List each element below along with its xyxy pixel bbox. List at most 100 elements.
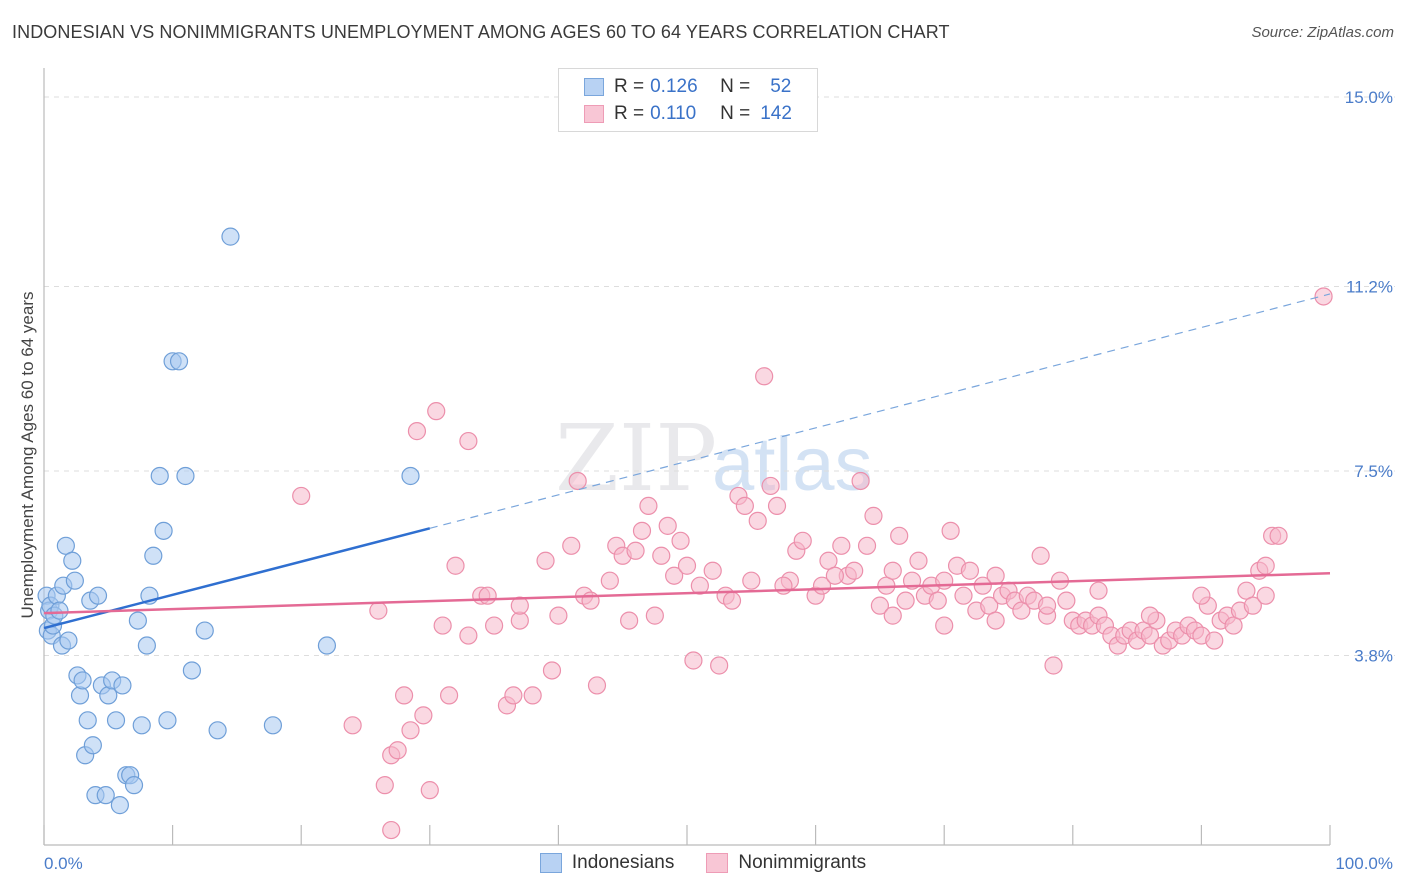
nonimmigrants-point	[1256, 556, 1275, 575]
nonimmigrants-point	[1256, 586, 1275, 605]
r-value: 0.126	[650, 76, 698, 97]
nonimmigrants-point	[394, 686, 414, 705]
indonesians-point	[144, 546, 163, 565]
indonesians-point	[99, 686, 118, 705]
indonesians-point	[208, 721, 227, 740]
nonimmigrants-point	[755, 367, 774, 386]
indonesians-point	[83, 736, 102, 755]
nonimmigrants-point	[960, 561, 980, 580]
nonimmigrants-point	[1037, 596, 1057, 615]
nonimmigrants-point	[568, 471, 587, 491]
nonimmigrants-point	[1205, 631, 1224, 650]
nonimmigrants-point	[735, 496, 754, 516]
legend-label: Nonimmigrants	[738, 852, 867, 873]
watermark: ZIP atlas	[555, 405, 873, 512]
indonesians-point	[106, 711, 126, 730]
nonimmigrants-point	[864, 506, 883, 525]
nonimmigrants-point	[722, 591, 742, 610]
nonimmigrants-swatch	[706, 853, 729, 873]
nonimmigrants-point	[536, 551, 555, 570]
nonimmigrants-point	[935, 571, 954, 590]
nonimmigrants-point	[369, 601, 388, 620]
nonimmigrants-point	[845, 561, 864, 580]
nonimmigrants-point	[485, 616, 504, 635]
nonimmigrants-point	[690, 576, 709, 595]
stats-legend: R = 0.126 N = 52 R = 0.110 N = 142	[558, 68, 818, 132]
nonimmigrants-point	[1089, 581, 1108, 600]
nonimmigrants-point	[523, 686, 542, 705]
r-value: 0.110	[650, 103, 697, 124]
legend-item-nonimmigrants[interactable]: Nonimmigrants	[706, 852, 866, 874]
nonimmigrants-point	[427, 402, 446, 421]
nonimmigrants-point	[401, 721, 420, 740]
indonesians-point	[96, 786, 115, 805]
indonesians-point	[154, 521, 173, 540]
nonimmigrants-trend-line	[43, 571, 1331, 615]
nonimmigrants-point	[1031, 546, 1050, 565]
nonimmigrants-point	[626, 541, 645, 560]
nonimmigrants-point	[935, 616, 954, 635]
nonimmigrants-point	[382, 820, 401, 840]
nonimmigrants-point	[1140, 606, 1160, 625]
nonimmigrants-point	[980, 596, 999, 615]
nonimmigrants-point	[819, 551, 838, 570]
indonesians-point	[50, 601, 69, 620]
source-label: Source: ZipAtlas.com	[1251, 24, 1394, 41]
nonimmigrants-point	[890, 526, 909, 545]
trend-lines	[43, 293, 1331, 630]
indonesians-point	[78, 711, 97, 730]
n-value: 142	[760, 103, 792, 124]
nonimmigrants-point	[375, 776, 394, 795]
nonimmigrants-point	[742, 571, 761, 590]
nonimmigrants-point	[832, 536, 851, 555]
nonimmigrants-point	[1044, 656, 1063, 675]
nonimmigrants-point	[658, 516, 677, 535]
nonimmigrants-point	[620, 611, 639, 630]
legend-row-indonesians: R = 0.126 N = 52	[584, 75, 791, 99]
nonimmigrants-point	[433, 616, 452, 635]
nonimmigrants-point	[954, 586, 973, 605]
nonimmigrants-point	[1224, 616, 1243, 635]
nonimmigrants-point	[581, 591, 600, 610]
indonesians-point	[158, 711, 177, 730]
indonesians-point	[137, 636, 156, 655]
indonesians-swatch	[584, 78, 604, 96]
nonimmigrants-points	[292, 287, 1333, 840]
nonimmigrants-point	[414, 706, 433, 725]
n-label: N =	[720, 76, 751, 97]
indonesians-point	[110, 796, 129, 815]
nonimmigrants-point	[504, 686, 523, 705]
indonesians-point	[88, 586, 108, 605]
indonesians-point	[132, 716, 151, 735]
legend-item-indonesians[interactable]: Indonesians	[539, 852, 674, 874]
nonimmigrants-point	[928, 591, 947, 610]
nonimmigrants-point	[851, 471, 870, 491]
indonesians-point	[56, 536, 75, 555]
indonesians-point	[176, 466, 195, 486]
nonimmigrants-point	[671, 531, 690, 550]
nonimmigrants-point	[883, 606, 902, 625]
nonimmigrants-point	[909, 551, 928, 570]
nonimmigrants-point	[1140, 626, 1160, 645]
tick-labels: 3.8% 7.5% 11.2% 15.0% 0.0% 100.0%	[44, 88, 1393, 873]
nonimmigrants-point	[1057, 591, 1076, 610]
nonimmigrants-point	[542, 661, 562, 680]
nonimmigrants-point	[587, 676, 607, 695]
nonimmigrants-point	[645, 606, 664, 625]
indonesians-point	[124, 776, 144, 795]
nonimmigrants-point	[793, 531, 812, 550]
x-tick-label: 100.0%	[1335, 854, 1393, 873]
axes	[43, 68, 1331, 846]
nonimmigrants-point	[652, 546, 671, 565]
indonesians-point	[150, 466, 169, 486]
y-tick-label: 3.8%	[1354, 647, 1393, 666]
nonimmigrants-point	[343, 716, 362, 735]
nonimmigrants-point	[825, 566, 844, 585]
nonimmigrants-point	[478, 586, 497, 605]
nonimmigrants-swatch	[584, 105, 604, 123]
nonimmigrants-point	[857, 536, 877, 555]
nonimmigrants-point	[896, 591, 915, 610]
y-tick-label: 7.5%	[1354, 462, 1393, 481]
nonimmigrants-point	[1314, 287, 1333, 306]
